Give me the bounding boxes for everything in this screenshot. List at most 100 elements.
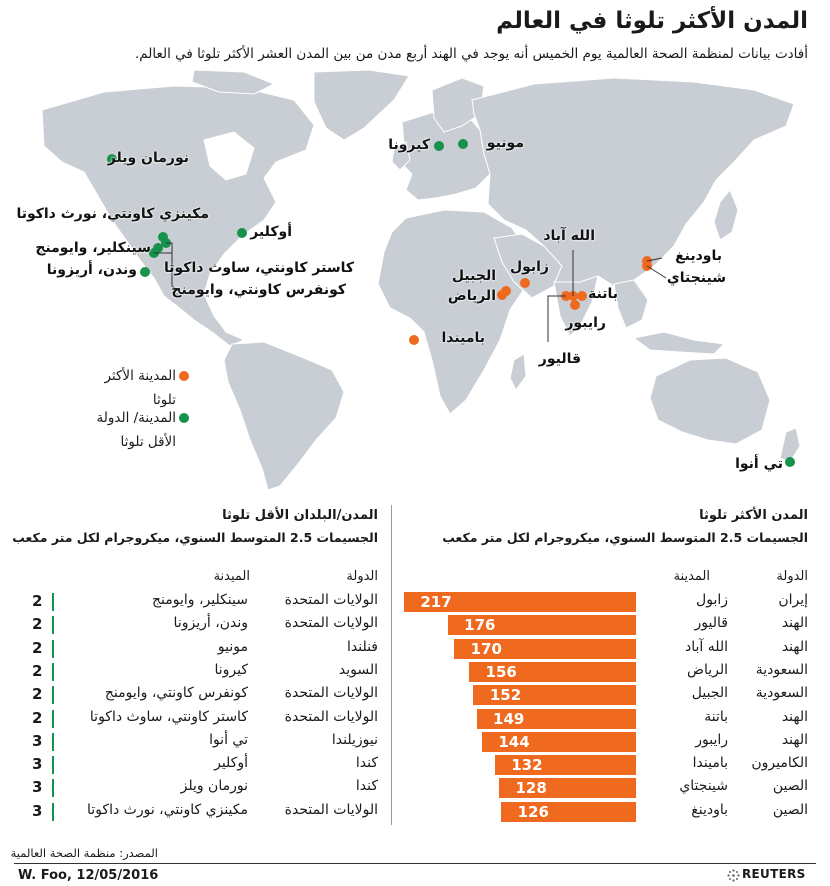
madagascar-shape [509,353,527,391]
map-label-muonio: مونيو [486,135,524,151]
worst-row-bar [476,708,636,729]
best-row-marker [52,662,54,681]
arctic-islands-shape [191,70,276,95]
map-label-patna: باتنة [588,286,618,302]
map-label-wenden: وندن، أريزونا [46,262,137,278]
map-label-kiruna: كيرونا [388,137,430,153]
reuters-logo-icon [727,869,740,882]
worst-row-city: شينجتاي [679,778,728,795]
map-label-converse: كونفرس كاونتي، وايومنج [171,282,346,298]
best-row-value: 2 [32,685,43,704]
worst-row-country: الكاميرون [751,755,808,772]
best-row-city: وندن، أريزونا [173,615,248,632]
worst-row-country: السعودية [755,685,808,702]
best-row-city: كاستر كاونتي، ساوث داكوتا [89,708,248,725]
best-row-marker [52,732,54,751]
worst-row-city: قاليور [694,615,728,632]
best-row-marker [52,802,54,821]
arabia-shape [493,233,563,299]
map-label-te-anau: تي أنوا [735,456,783,472]
worst-row-country: الهند [781,638,808,655]
page-subtitle: أفادت بيانات لمنظمة الصحة العالمية يوم ا… [134,46,808,62]
worst-row-value: 144 [498,732,530,751]
worst-row-value: 176 [464,616,496,635]
worst-section-title: المدن الأكثر تلوثا [699,508,808,523]
worst-row-bar [494,755,636,776]
best-col-country: الدولة [346,569,378,584]
best-row-value: 3 [32,778,43,797]
map-dot-xingtai [642,261,652,271]
best-row-value: 3 [32,731,43,750]
best-row-country: الولايات المتحدة [284,592,378,608]
best-row-value: 2 [32,638,43,657]
map-label-norman-wells: نورمان ويلز [107,150,189,166]
map-dot-gwalior [561,291,571,301]
worst-row-value: 170 [470,639,502,658]
hudson-bay-shape [203,131,255,181]
legend-best-label: المدينة/ الدولة الأقل تلوثا [96,410,176,450]
worst-row-value: 217 [420,593,452,611]
best-row-country: كندا [355,778,378,795]
worst-row-country: الهند [781,708,808,725]
best-row-value: 2 [32,615,43,634]
africa-shape [377,209,535,415]
worst-row-bar [501,801,636,822]
worst-row-bar [454,638,636,659]
map-label-custer: كاستر كاونتي، ساوث داكوتا [164,260,354,276]
best-row-marker [52,779,54,798]
best-row-country: الولايات المتحدة [284,708,378,725]
legend-worst-swatch [179,371,189,381]
japan-shape [713,189,739,241]
map-dot-allahabad [568,291,578,301]
map-label-baoding: باودينغ [675,248,722,264]
legend-best-swatch [179,413,189,423]
map-label-bamenda: باميندا [441,330,486,346]
best-row-city: أوكلير [214,755,248,772]
map-label-raipur: رايبور [565,315,606,331]
worst-row-city: الجبيل [691,685,728,702]
worst-row-city: زابول [696,592,728,608]
map-label-allahabad: الله آباد [543,228,595,244]
best-row-marker [52,593,54,611]
map-dot-patna [577,291,587,301]
map-dot-jubail [501,286,511,296]
worst-row-city: باتنة [704,708,728,725]
best-row-country: فنلندا [346,638,378,655]
source-note: المصدر: منظمة الصحة العالمية [10,846,158,860]
best-row-country: نيوزيلندا [331,731,378,748]
worst-col-country: الدولة [776,569,808,584]
best-row-marker [52,639,54,658]
best-row-city: مونيو [217,638,248,655]
best-row-value: 2 [32,661,43,680]
worst-row-value: 152 [489,686,522,705]
best-row-marker [52,709,54,728]
best-row-country: السويد [338,661,378,678]
worst-row-value: 149 [493,709,525,728]
indonesia-shape [632,331,726,355]
map-label-xingtai: شينجتاي [666,270,726,286]
greenland-shape [313,70,410,141]
best-row-value: 2 [32,708,43,727]
best-col-city: الميدنة [213,569,250,584]
map-dot-wenden [140,267,150,277]
worst-row-bar [404,592,636,612]
map-dot-auckler [237,228,247,238]
credit-line: W. Foo, 12/05/2016 [18,868,159,883]
worst-row-value: 126 [517,802,549,821]
best-section-subtitle: الجسيمات 2.5 المتوسط السنوي، ميكروجرام ل… [12,530,378,545]
map-dot-kiruna [434,141,444,151]
best-section-title: المدن/البلدان الأقل تلوثا [222,508,378,523]
worst-row-country: إيران [778,592,808,608]
australia-shape [649,357,771,445]
map-dot-raipur [570,300,580,310]
south-america-shape [223,341,345,490]
worst-row-city: الرياض [687,661,728,678]
worst-row-bar [447,615,636,636]
map-dot-bamenda [409,335,419,345]
legend-worst-label: المدينة الأكثر تلوثا [104,368,176,408]
worst-row-city: الله آباد [684,638,728,655]
best-row-city: نورمان ويلز [180,778,248,795]
best-row-city: مكينزي كاونتي، نورث داكوتا [87,801,248,818]
map-label-jubail: الجبيل [451,268,496,284]
map-label-auckler: أوكلير [250,224,292,240]
